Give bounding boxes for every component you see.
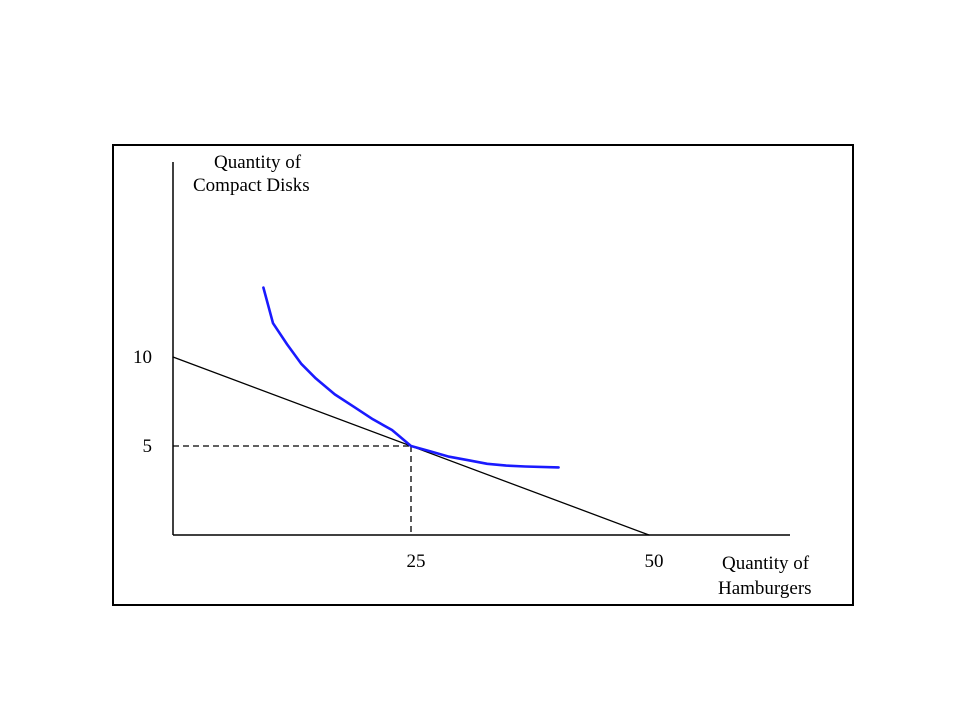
indifference-curve xyxy=(262,286,560,469)
y-axis-label-line-2: Compact Disks xyxy=(193,175,310,196)
series-group xyxy=(172,286,650,536)
x-tick-label-50: 50 xyxy=(645,551,664,572)
x-tick-label-25: 25 xyxy=(407,551,426,572)
y-tick-label-10: 10 xyxy=(133,347,152,368)
y-axis-label-line-1: Quantity of xyxy=(214,152,302,173)
guide-lines xyxy=(173,445,412,535)
chart: 10 5 25 50 Quantity of Compact Disks Quanti… xyxy=(133,152,812,599)
x-axis-label-line-1: Quantity of xyxy=(722,553,810,574)
y-tick-label-5: 5 xyxy=(143,436,153,457)
tick-labels: 10 5 25 50 xyxy=(133,347,664,572)
x-axis-label-line-2: Hamburgers xyxy=(718,578,812,599)
chart-frame: 10 5 25 50 Quantity of Compact Disks Quanti… xyxy=(112,144,854,606)
axes xyxy=(172,162,790,536)
